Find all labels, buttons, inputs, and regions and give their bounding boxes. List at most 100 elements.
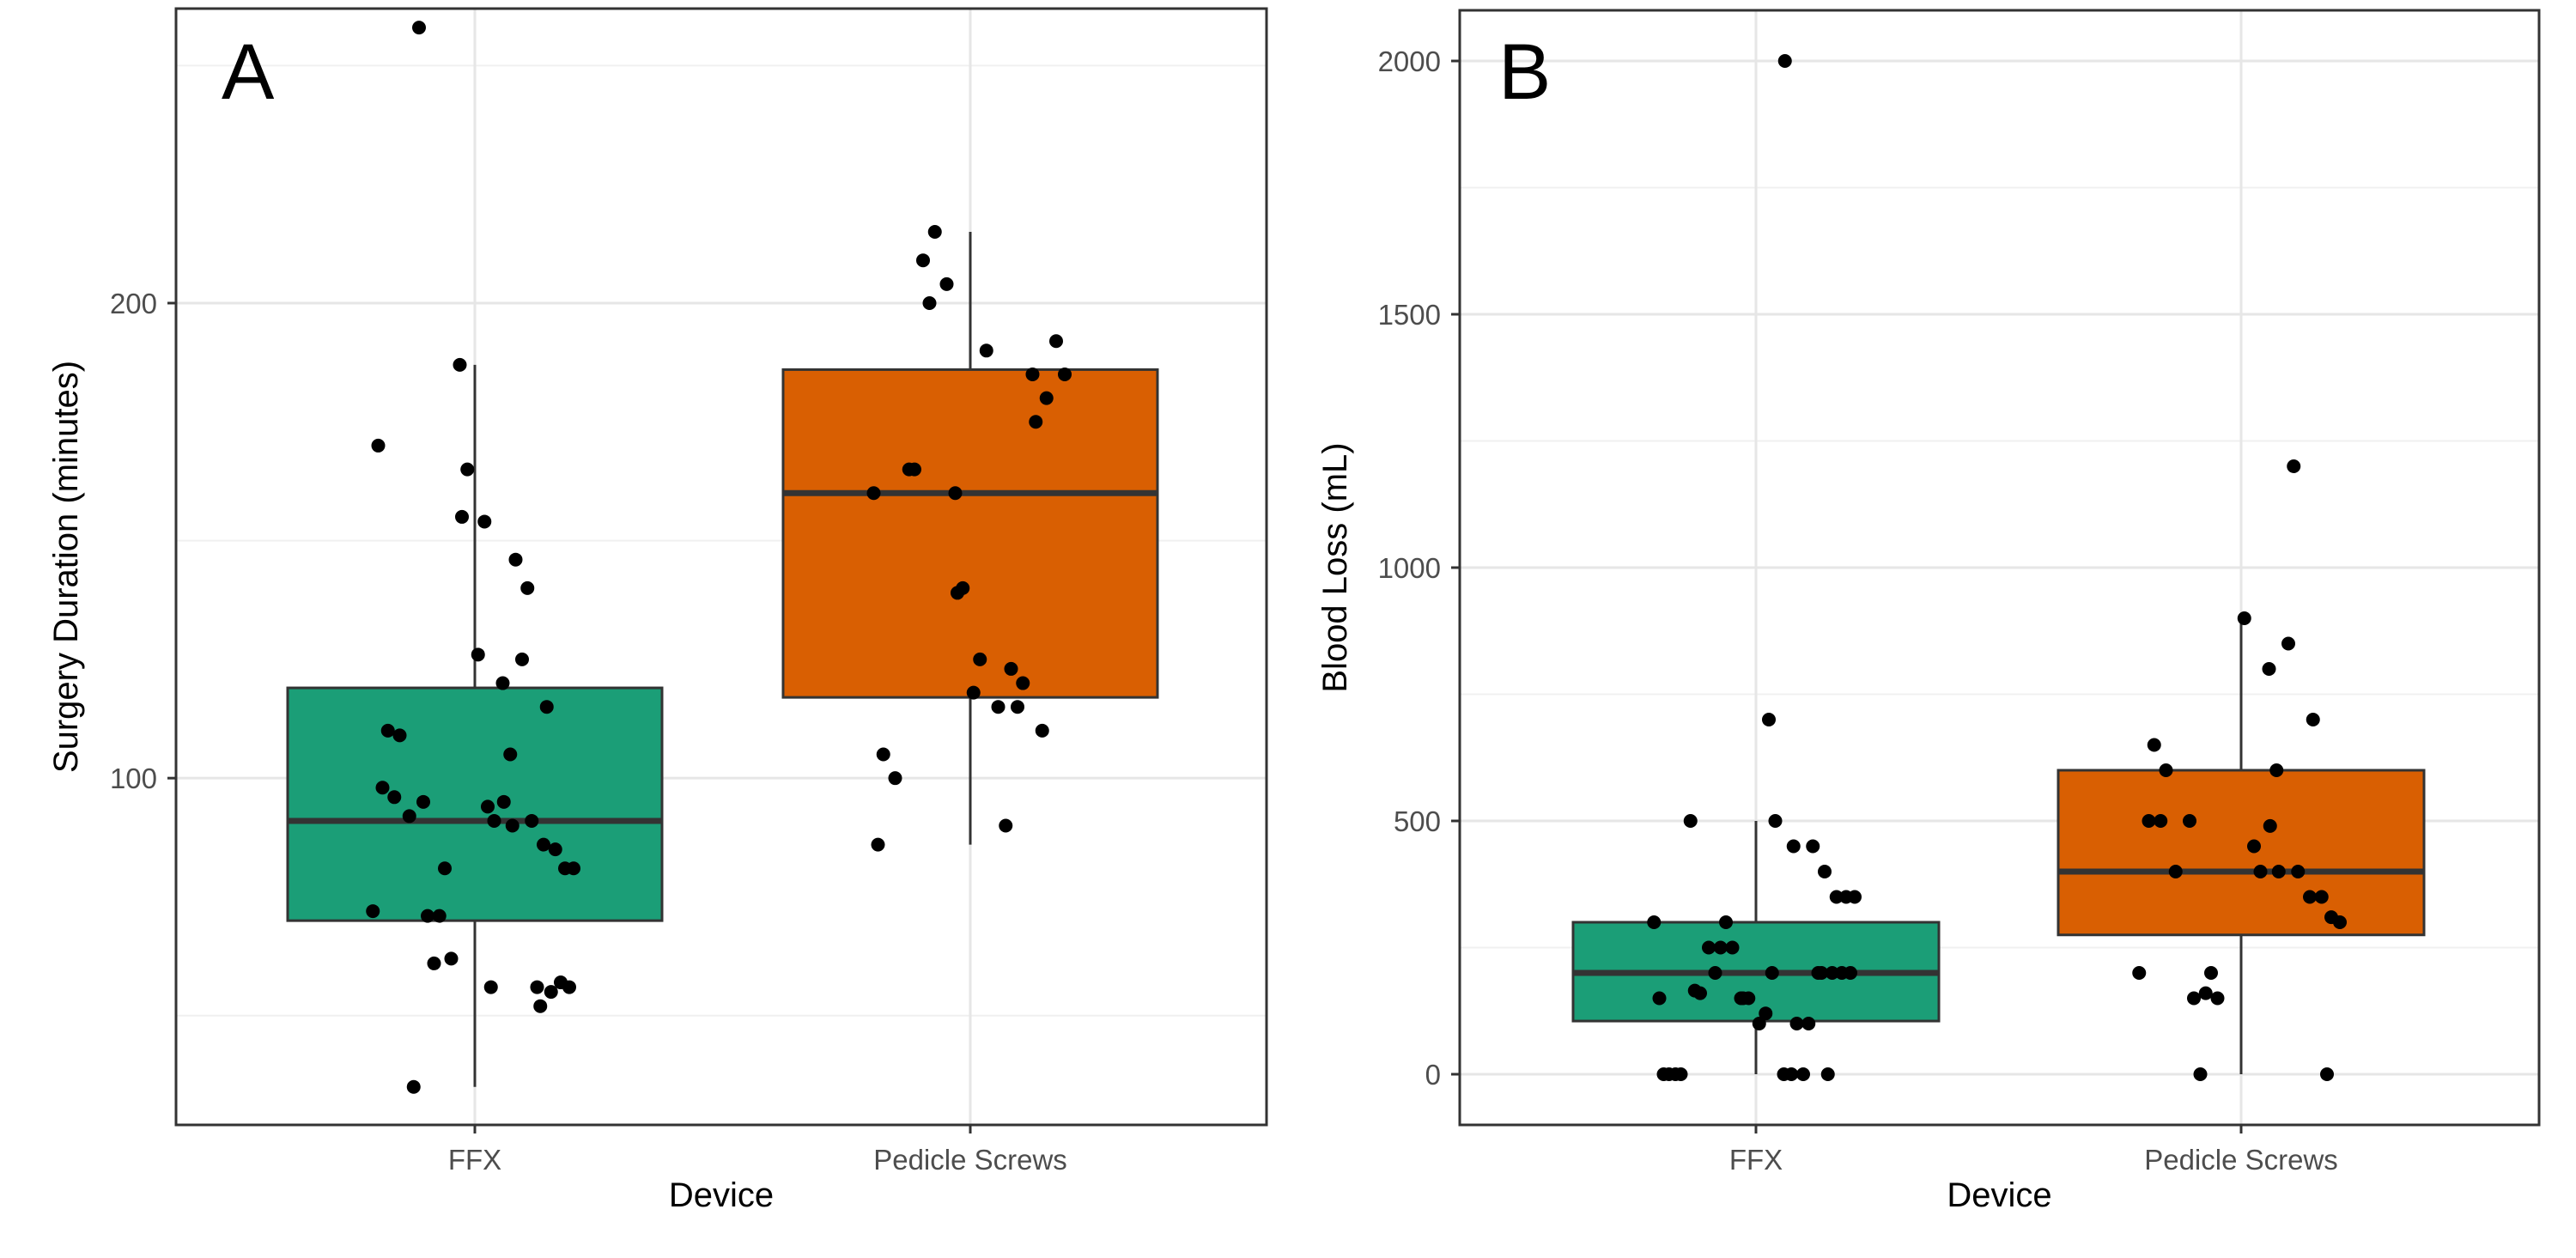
data-point bbox=[481, 799, 495, 814]
data-point bbox=[1011, 700, 1024, 714]
data-point bbox=[1039, 391, 1054, 405]
data-point bbox=[1656, 1067, 1671, 1081]
data-point bbox=[2237, 611, 2251, 625]
data-point bbox=[999, 818, 1013, 833]
x-axis-title: Device bbox=[1947, 1176, 2051, 1214]
data-point bbox=[1848, 890, 1862, 904]
data-point bbox=[888, 771, 902, 786]
data-point bbox=[371, 438, 386, 453]
data-point bbox=[487, 813, 501, 828]
data-point bbox=[2168, 865, 2183, 878]
data-point bbox=[2271, 865, 2286, 878]
data-point bbox=[927, 225, 942, 239]
data-point bbox=[2183, 814, 2196, 828]
data-point bbox=[2291, 865, 2306, 878]
data-point bbox=[1752, 1017, 1766, 1030]
data-point bbox=[973, 652, 987, 666]
data-point bbox=[871, 837, 885, 852]
data-point bbox=[922, 295, 937, 310]
data-point bbox=[2314, 890, 2329, 904]
data-point bbox=[1768, 814, 1783, 828]
data-point bbox=[951, 586, 964, 600]
data-point bbox=[387, 790, 402, 805]
data-point bbox=[939, 277, 954, 291]
data-point bbox=[1713, 940, 1728, 955]
data-point bbox=[948, 486, 963, 501]
data-point bbox=[366, 904, 380, 919]
data-point bbox=[2187, 991, 2201, 1006]
data-point bbox=[1825, 966, 1839, 980]
y-tick-label: 2000 bbox=[1378, 46, 1441, 77]
y-tick-label: 1500 bbox=[1378, 299, 1441, 331]
data-point bbox=[537, 837, 550, 852]
data-point bbox=[2147, 738, 2161, 752]
x-tick-label: Pedicle Screws bbox=[873, 1144, 1067, 1176]
data-point bbox=[1668, 1067, 1683, 1081]
data-point bbox=[2154, 814, 2168, 828]
data-point bbox=[2132, 966, 2147, 980]
data-point bbox=[2320, 1067, 2334, 1081]
data-point bbox=[496, 794, 511, 809]
box-pedicle-screws bbox=[2057, 769, 2426, 937]
data-point bbox=[2306, 713, 2320, 726]
data-point bbox=[991, 700, 1005, 714]
data-point bbox=[380, 723, 395, 738]
chart-panel-A: 100 200 FFX Pedicle Screws Device Surgery Dur… bbox=[47, 7, 1268, 1214]
data-point bbox=[539, 700, 554, 714]
data-point bbox=[2333, 915, 2347, 929]
data-point bbox=[520, 580, 535, 595]
data-point bbox=[1829, 890, 1844, 904]
data-point bbox=[1762, 713, 1776, 726]
data-point bbox=[979, 343, 993, 358]
data-point bbox=[1004, 661, 1018, 676]
data-point bbox=[1789, 1017, 1804, 1030]
data-point bbox=[1702, 940, 1716, 955]
data-point bbox=[375, 781, 390, 795]
data-point bbox=[1029, 415, 1043, 429]
data-point bbox=[2303, 890, 2317, 904]
data-point bbox=[1796, 1067, 1810, 1081]
data-point bbox=[392, 728, 407, 743]
data-point bbox=[1652, 991, 1667, 1006]
data-point bbox=[508, 552, 523, 567]
data-point bbox=[2193, 1067, 2208, 1081]
data-point bbox=[1683, 814, 1698, 828]
data-point bbox=[1025, 367, 1040, 381]
data-point bbox=[421, 909, 434, 923]
data-point bbox=[2287, 459, 2301, 473]
y-axis-title: Surgery Duration (minutes) bbox=[47, 361, 85, 773]
data-point bbox=[2204, 966, 2218, 980]
data-point bbox=[1784, 1067, 1799, 1081]
data-point bbox=[548, 842, 562, 857]
data-point bbox=[416, 794, 430, 809]
data-point bbox=[1719, 915, 1733, 929]
data-point bbox=[1786, 839, 1801, 854]
x-axis-title: Device bbox=[669, 1176, 774, 1214]
data-point bbox=[455, 509, 469, 524]
data-point bbox=[533, 999, 548, 1013]
data-point bbox=[1801, 1017, 1816, 1030]
chart-panel-B: 0 500 1000 1500 2000 FFX Pedicle Screws Device B… bbox=[1316, 9, 2541, 1214]
data-point bbox=[453, 357, 467, 372]
data-point bbox=[1759, 1006, 1773, 1021]
data-point bbox=[477, 514, 492, 529]
data-point bbox=[1725, 940, 1740, 955]
data-point bbox=[515, 652, 529, 666]
data-point bbox=[471, 647, 485, 662]
data-point bbox=[2269, 763, 2284, 777]
data-point bbox=[866, 486, 881, 501]
data-point bbox=[1765, 966, 1779, 980]
data-point bbox=[562, 980, 576, 994]
data-point bbox=[544, 985, 558, 1000]
x-tick-label: Pedicle Screws bbox=[2144, 1144, 2338, 1176]
data-point bbox=[530, 980, 544, 994]
x-tick-label: FFX bbox=[1729, 1144, 1783, 1176]
data-point bbox=[1736, 991, 1750, 1006]
data-point bbox=[438, 861, 452, 876]
data-point bbox=[406, 1079, 421, 1094]
data-point bbox=[505, 818, 519, 833]
y-tick-label: 500 bbox=[1394, 805, 1441, 837]
data-point bbox=[916, 253, 930, 268]
y-tick-label: 100 bbox=[110, 763, 157, 794]
data-point bbox=[2281, 636, 2295, 651]
